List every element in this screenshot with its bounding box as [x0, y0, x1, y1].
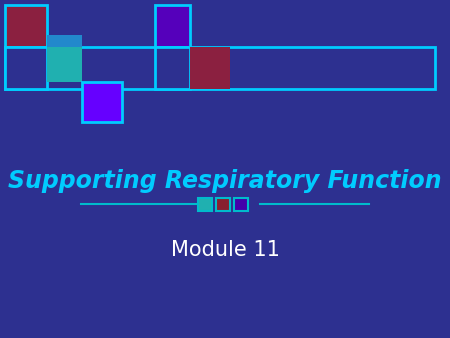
Bar — [5, 5, 47, 47]
Bar — [47, 47, 82, 82]
Bar — [5, 47, 47, 89]
Bar — [216, 198, 230, 211]
Bar — [155, 47, 190, 89]
Bar — [5, 47, 435, 89]
Bar — [234, 198, 248, 211]
Bar — [82, 82, 122, 122]
Text: Module 11: Module 11 — [171, 240, 279, 260]
Bar — [155, 5, 190, 47]
Bar — [190, 47, 230, 89]
Bar — [198, 198, 212, 211]
Bar — [47, 35, 82, 70]
Text: Supporting Respiratory Function: Supporting Respiratory Function — [8, 169, 442, 193]
